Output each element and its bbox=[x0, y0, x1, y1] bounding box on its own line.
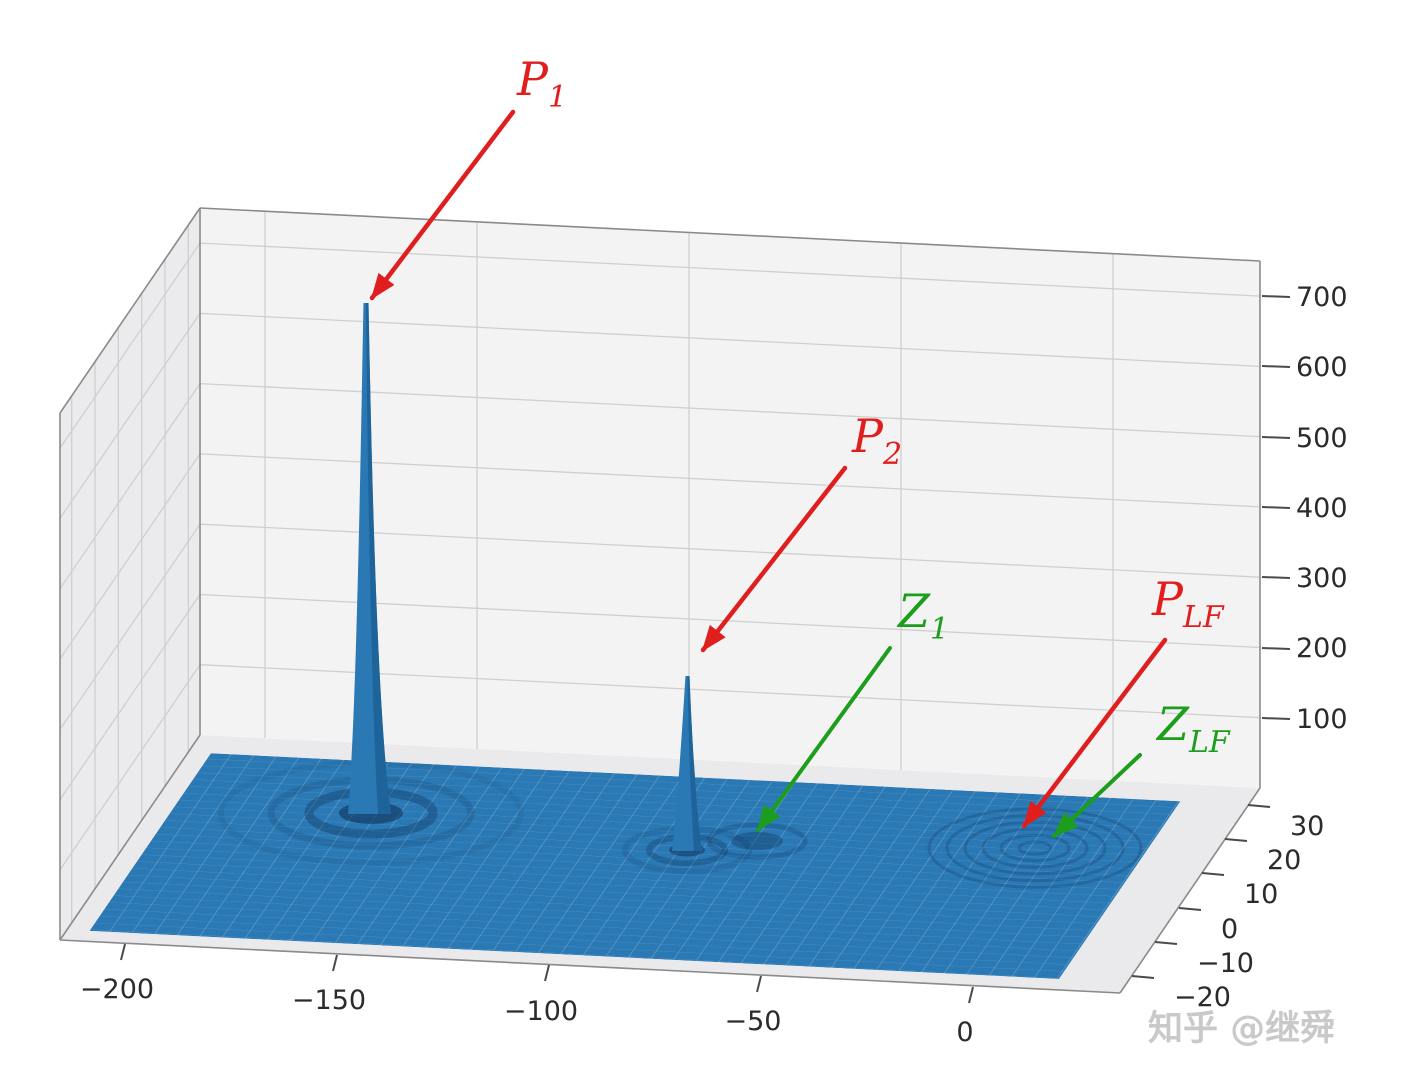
z-tick-label-3: 400 bbox=[1296, 493, 1348, 524]
z-axis-tick-labels: 700 600 500 400 300 200 100 bbox=[1296, 282, 1348, 735]
x-tick-label-3: −50 bbox=[725, 1006, 782, 1037]
left-wall-y-gridlines bbox=[71, 225, 189, 923]
annotation-z1: Z1 bbox=[756, 584, 949, 832]
annotation-zlf-label: ZLF bbox=[1155, 697, 1231, 760]
y-tick-label-5: −20 bbox=[1174, 982, 1231, 1013]
annotation-p1-arrow bbox=[369, 109, 516, 301]
x-tick-label-4: 0 bbox=[956, 1017, 973, 1048]
z-tick-label-0: 700 bbox=[1296, 282, 1348, 313]
x-axis-tick-marks bbox=[120, 943, 974, 1004]
y-tick-label-3: 0 bbox=[1221, 914, 1238, 945]
pole-spike-p1 bbox=[348, 303, 391, 814]
annotation-p2-label: P2 bbox=[851, 409, 902, 472]
annotation-z1-arrow bbox=[756, 646, 892, 832]
annotation-p2-arrow bbox=[700, 465, 848, 653]
x-axis-tick-labels: −200 −150 −100 −50 0 bbox=[80, 974, 974, 1048]
back-wall-x-gridlines bbox=[264, 211, 1114, 781]
z-tick-label-6: 100 bbox=[1296, 704, 1348, 735]
annotation-z1-label: Z1 bbox=[896, 584, 949, 647]
box-front-edges bbox=[59, 261, 1261, 994]
x-tick-label-2: −100 bbox=[504, 996, 578, 1027]
y-tick-label-2: 10 bbox=[1244, 879, 1278, 910]
y-tick-label-1: 20 bbox=[1267, 845, 1301, 876]
annotation-plf-label: PLF bbox=[1151, 572, 1225, 635]
z-tick-label-4: 300 bbox=[1296, 563, 1348, 594]
left-wall-z-gridlines bbox=[59, 242, 201, 871]
box-rear-edges bbox=[59, 207, 1261, 941]
y-tick-label-0: 30 bbox=[1290, 811, 1324, 842]
z-tick-label-5: 200 bbox=[1296, 633, 1348, 664]
annotations: P1 P2 Z1 PLF ZLF bbox=[369, 52, 1231, 838]
z-axis-tick-marks bbox=[1261, 295, 1291, 720]
y-tick-label-4: −10 bbox=[1197, 948, 1254, 979]
pole-spike-p2 bbox=[672, 676, 702, 851]
annotation-zlf-arrow bbox=[1052, 753, 1142, 838]
z-tick-label-2: 500 bbox=[1296, 423, 1348, 454]
y-axis-tick-marks bbox=[1131, 804, 1271, 979]
annotation-p1: P1 bbox=[369, 52, 567, 301]
watermark: 知乎 @继舜 bbox=[1148, 1009, 1335, 1049]
annotation-plf: PLF bbox=[1021, 572, 1225, 829]
annotation-zlf: ZLF bbox=[1052, 697, 1231, 838]
y-axis-tick-labels: 30 20 10 0 −10 −20 bbox=[1174, 811, 1324, 1013]
x-tick-label-0: −200 bbox=[80, 974, 154, 1005]
z-tick-label-1: 600 bbox=[1296, 352, 1348, 383]
annotation-plf-arrow bbox=[1021, 637, 1168, 829]
annotation-p1-label: P1 bbox=[516, 52, 567, 115]
annotation-p2: P2 bbox=[700, 409, 902, 653]
x-tick-label-1: −150 bbox=[292, 985, 366, 1016]
